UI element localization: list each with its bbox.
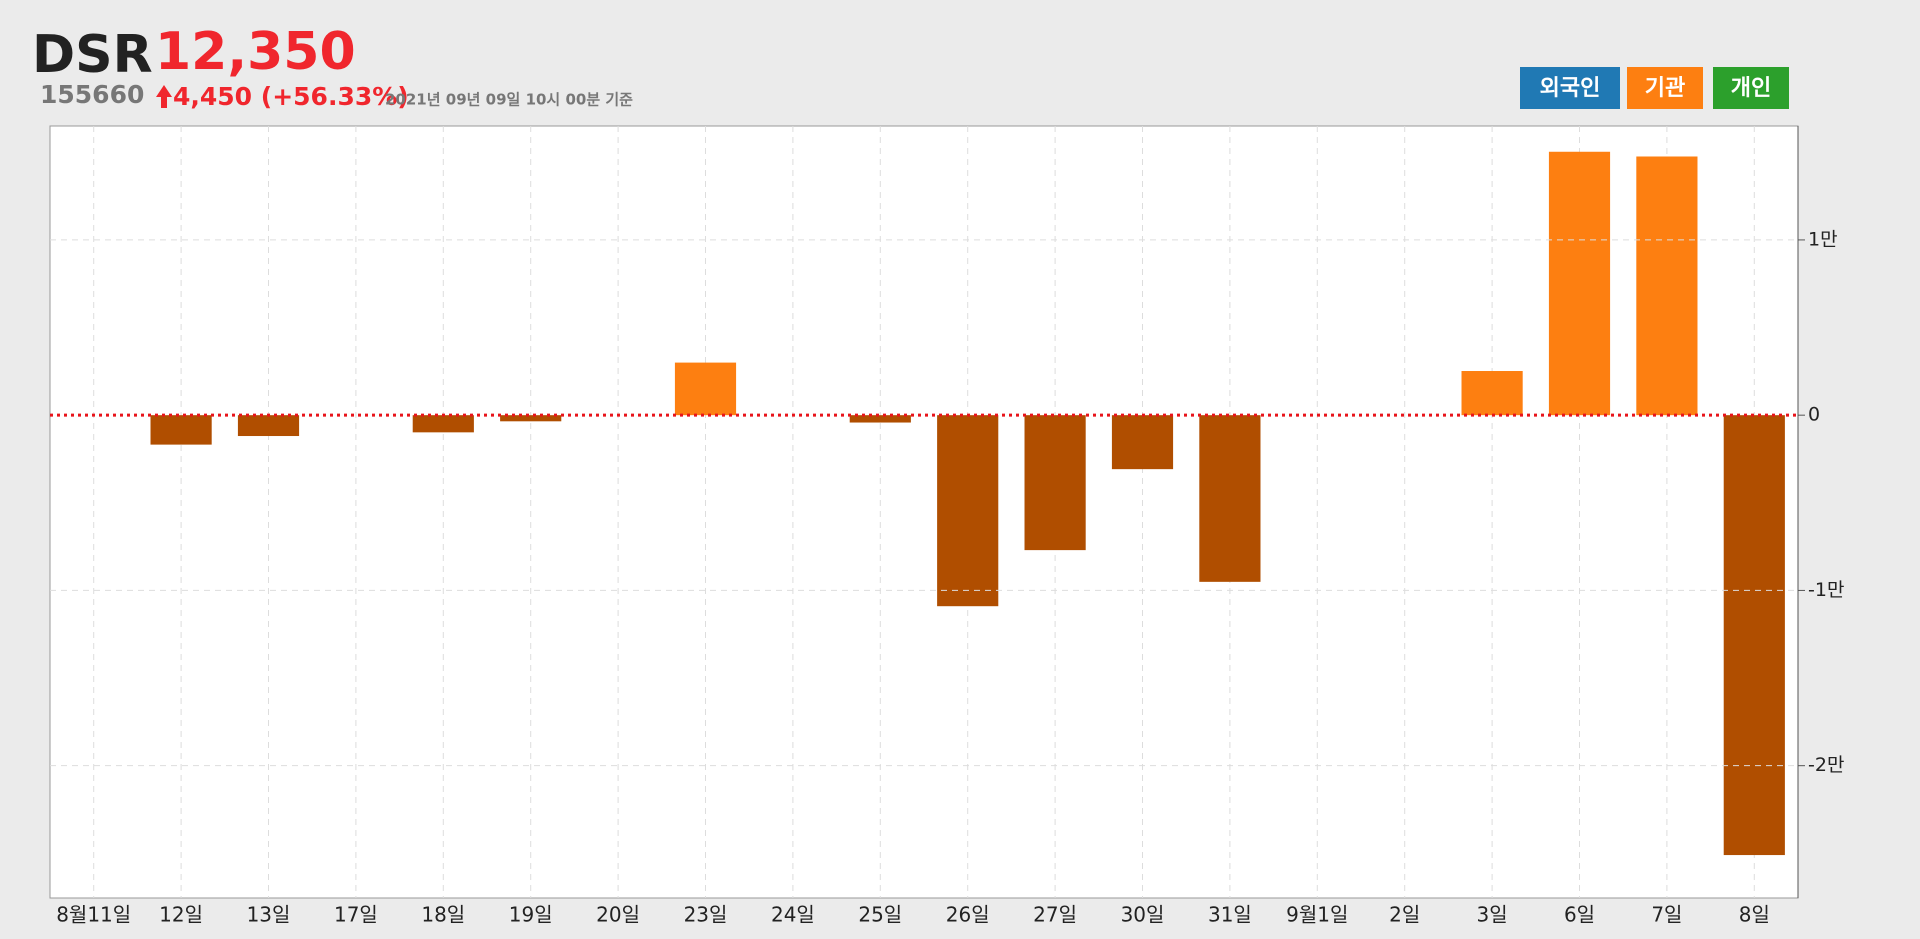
y-tick-label: -2만 <box>1808 754 1844 776</box>
legend-button[interactable] <box>1713 67 1789 109</box>
x-tick-label: 18일 <box>421 903 465 927</box>
x-tick-label: 25일 <box>858 903 902 927</box>
bar <box>1111 415 1174 470</box>
legend-button-label[interactable]: 외국인 <box>1540 76 1601 101</box>
x-tick-label: 13일 <box>247 903 291 927</box>
y-tick-label: 0 <box>1808 404 1820 426</box>
x-tick-label: 2일 <box>1389 903 1420 927</box>
x-tick-label: 30일 <box>1121 903 1165 927</box>
price-change: 4,450 (+56.33%) <box>173 82 409 111</box>
legend-button-label[interactable]: 개인 <box>1731 76 1771 101</box>
bar <box>1723 415 1785 856</box>
stock-code: 155660 <box>40 80 144 109</box>
stock-name: DSR <box>32 25 153 85</box>
bar <box>849 415 911 423</box>
legend-button[interactable] <box>1520 67 1620 109</box>
x-tick-label: 8일 <box>1739 903 1770 927</box>
stock-price: 12,350 <box>155 22 356 82</box>
x-tick-label: 3일 <box>1477 903 1508 927</box>
bar <box>237 415 300 437</box>
x-tick-label: 23일 <box>684 903 728 927</box>
x-tick-label: 7일 <box>1651 903 1682 927</box>
x-tick-label: 6일 <box>1564 903 1595 927</box>
timestamp: 2021년 09년 09일 10시 00분 기준 <box>385 91 633 109</box>
bar <box>674 362 737 416</box>
x-tick-label: 24일 <box>771 903 815 927</box>
x-tick-label: 26일 <box>946 903 990 927</box>
bar <box>150 415 212 445</box>
x-tick-label: 12일 <box>159 903 203 927</box>
legend-button[interactable] <box>1627 67 1703 109</box>
x-tick-label: 17일 <box>334 903 378 927</box>
up-arrow <box>156 85 172 108</box>
bar <box>1636 156 1698 416</box>
x-tick-label: 31일 <box>1208 903 1252 927</box>
bar <box>937 415 999 607</box>
x-tick-label: 9월1일 <box>1286 903 1348 927</box>
x-tick-label: 19일 <box>509 903 553 927</box>
bar <box>412 415 474 433</box>
plot-area <box>49 125 1799 899</box>
x-tick-label: 20일 <box>596 903 640 927</box>
y-tick-label: 1만 <box>1808 228 1838 250</box>
bar <box>1024 415 1086 551</box>
bar <box>1461 371 1523 416</box>
legend-button-label[interactable]: 기관 <box>1645 76 1685 101</box>
x-tick-label: 8월11일 <box>56 903 131 927</box>
y-tick-label: -1만 <box>1808 579 1844 601</box>
x-tick-label: 27일 <box>1033 903 1077 927</box>
bar <box>500 415 562 422</box>
bar <box>1548 151 1611 416</box>
bar <box>1199 415 1261 582</box>
